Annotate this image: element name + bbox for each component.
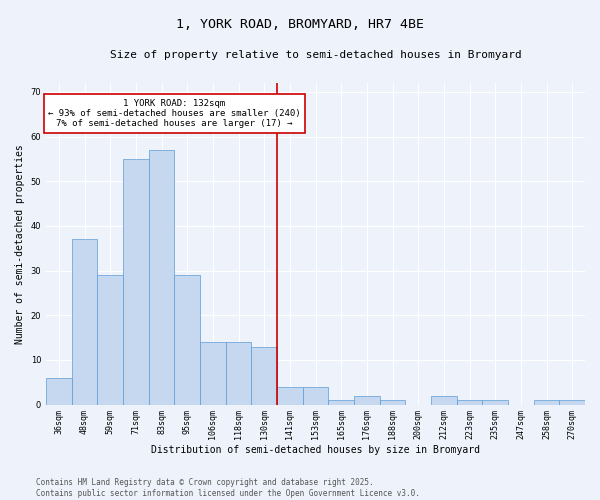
Bar xyxy=(482,400,508,404)
Bar xyxy=(46,378,72,404)
Bar xyxy=(226,342,251,404)
Bar xyxy=(97,275,123,404)
Bar xyxy=(251,346,277,405)
Bar xyxy=(123,159,149,404)
Bar xyxy=(431,396,457,404)
Bar xyxy=(149,150,175,405)
Bar xyxy=(380,400,406,404)
Bar xyxy=(559,400,585,404)
Bar xyxy=(354,396,380,404)
Bar xyxy=(457,400,482,404)
Bar xyxy=(175,275,200,404)
Bar xyxy=(302,386,328,404)
X-axis label: Distribution of semi-detached houses by size in Bromyard: Distribution of semi-detached houses by … xyxy=(151,445,480,455)
Title: Size of property relative to semi-detached houses in Bromyard: Size of property relative to semi-detach… xyxy=(110,50,521,60)
Bar xyxy=(200,342,226,404)
Bar xyxy=(277,386,302,404)
Text: 1, YORK ROAD, BROMYARD, HR7 4BE: 1, YORK ROAD, BROMYARD, HR7 4BE xyxy=(176,18,424,30)
Bar xyxy=(328,400,354,404)
Bar xyxy=(533,400,559,404)
Bar xyxy=(72,240,97,404)
Text: 1 YORK ROAD: 132sqm
← 93% of semi-detached houses are smaller (240)
7% of semi-d: 1 YORK ROAD: 132sqm ← 93% of semi-detach… xyxy=(48,98,301,128)
Y-axis label: Number of semi-detached properties: Number of semi-detached properties xyxy=(15,144,25,344)
Text: Contains HM Land Registry data © Crown copyright and database right 2025.
Contai: Contains HM Land Registry data © Crown c… xyxy=(36,478,420,498)
